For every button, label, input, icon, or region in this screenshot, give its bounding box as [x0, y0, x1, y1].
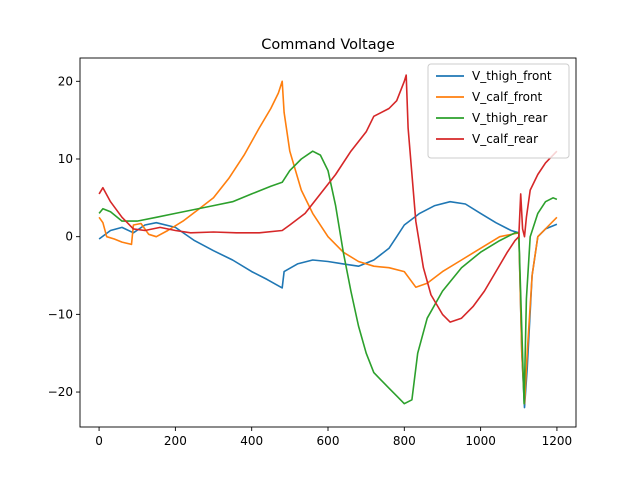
legend: V_thigh_front V_calf_front V_thigh_rear V_c…: [427, 63, 570, 159]
y-tick-label: 0: [65, 230, 73, 244]
x-tick-label: 800: [393, 434, 416, 448]
chart-title: Command Voltage: [261, 37, 395, 53]
x-tick-label: 200: [164, 434, 187, 448]
plot-area: [98, 74, 558, 409]
legend-box: [427, 63, 570, 159]
x-tick-label: 400: [240, 434, 263, 448]
axes: 0 200 400 600 800 1000 1200 −20 −10 0 10 20: [48, 57, 577, 448]
legend-label: V_calf_front: [472, 90, 543, 104]
x-tick-label: 1000: [465, 434, 496, 448]
legend-label: V_thigh_rear: [472, 111, 547, 125]
y-tick-label: 10: [58, 152, 73, 166]
series-line-v-thigh-rear: [98, 150, 558, 405]
legend-label: V_calf_rear: [472, 132, 538, 146]
series-line-v-calf-rear: [98, 74, 558, 323]
y-tick-label: −20: [48, 385, 73, 399]
legend-label: V_thigh_front: [472, 69, 552, 83]
x-tick-label: 0: [95, 434, 103, 448]
x-tick-label: 1200: [542, 434, 573, 448]
y-tick-label: −10: [48, 307, 73, 321]
x-tick-label: 600: [317, 434, 340, 448]
y-tick-label: 20: [58, 74, 73, 88]
